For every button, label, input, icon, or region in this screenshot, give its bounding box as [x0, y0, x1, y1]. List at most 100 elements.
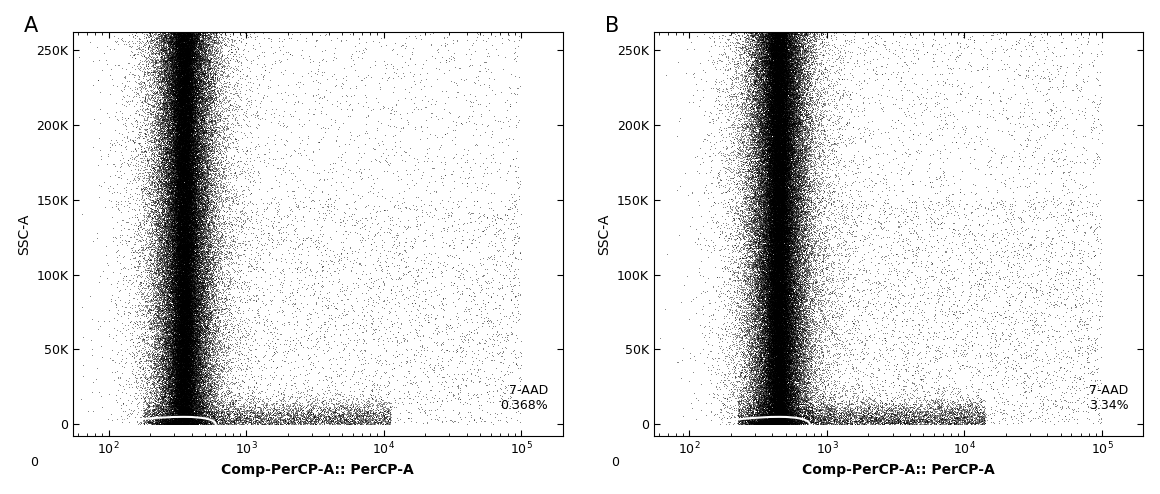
Point [169, 362, 188, 370]
Point [204, 235, 223, 243]
Point [916, 417, 935, 425]
Point [217, 266, 235, 274]
Point [173, 146, 191, 154]
Point [783, 328, 802, 336]
Point [174, 357, 193, 365]
Point [775, 350, 793, 358]
Point [176, 251, 195, 259]
Point [166, 183, 184, 191]
Point [781, 223, 799, 231]
Point [767, 221, 785, 229]
Point [180, 96, 198, 104]
Point [164, 74, 182, 82]
Point [757, 417, 776, 425]
Point [780, 86, 798, 94]
Point [738, 409, 756, 417]
Point [791, 352, 810, 360]
Point [179, 266, 197, 274]
Point [777, 102, 796, 110]
Point [755, 398, 774, 406]
Point [745, 225, 763, 233]
Point [174, 299, 193, 307]
Point [174, 325, 193, 332]
Point [766, 218, 784, 226]
Point [181, 194, 200, 202]
Point [172, 252, 190, 260]
Point [173, 250, 191, 258]
Point [175, 154, 194, 162]
Point [181, 396, 200, 404]
Point [748, 73, 767, 81]
Point [204, 260, 223, 268]
Point [181, 324, 200, 332]
Point [140, 268, 159, 276]
Point [762, 83, 781, 91]
Point [203, 179, 222, 187]
Point [756, 406, 775, 414]
Point [177, 197, 196, 205]
Point [785, 272, 804, 280]
Point [773, 270, 791, 278]
Point [788, 190, 806, 198]
Point [180, 208, 198, 216]
Point [172, 124, 190, 132]
Point [183, 61, 202, 69]
Point [766, 293, 784, 301]
Point [176, 218, 195, 226]
Point [761, 305, 780, 313]
Point [174, 62, 193, 70]
Point [165, 125, 183, 133]
Point [181, 241, 200, 248]
Point [173, 419, 191, 427]
Point [782, 327, 800, 334]
Point [770, 254, 789, 262]
Point [169, 52, 188, 60]
Point [151, 259, 169, 267]
Point [1045, 301, 1064, 309]
Point [154, 192, 173, 200]
Point [766, 358, 784, 366]
Point [763, 314, 782, 322]
Point [756, 265, 775, 273]
Point [206, 117, 225, 124]
Point [782, 350, 800, 358]
Point [166, 262, 184, 270]
Point [176, 363, 195, 370]
Point [764, 192, 783, 200]
Point [768, 226, 786, 234]
Point [784, 57, 803, 65]
Point [171, 346, 189, 354]
Point [173, 395, 191, 403]
Point [769, 44, 788, 52]
Point [778, 268, 797, 276]
Point [764, 286, 783, 294]
Point [177, 398, 196, 406]
Point [169, 90, 188, 98]
Point [763, 74, 782, 82]
Point [684, 352, 703, 360]
Point [752, 416, 770, 424]
Point [164, 254, 182, 262]
Point [168, 238, 187, 246]
Point [175, 232, 194, 240]
Point [168, 280, 187, 288]
Point [803, 305, 821, 313]
Point [776, 364, 795, 371]
Point [152, 43, 171, 51]
Point [227, 320, 246, 328]
Point [171, 414, 189, 422]
Point [146, 49, 165, 57]
Point [773, 285, 791, 293]
Point [759, 180, 777, 188]
Point [777, 176, 796, 184]
Point [140, 361, 159, 369]
Point [773, 406, 791, 414]
Point [165, 102, 183, 110]
Point [734, 419, 753, 427]
Point [770, 322, 789, 329]
Point [184, 234, 203, 242]
Point [769, 143, 788, 151]
Point [766, 309, 784, 317]
Point [204, 320, 223, 328]
Point [145, 415, 164, 423]
